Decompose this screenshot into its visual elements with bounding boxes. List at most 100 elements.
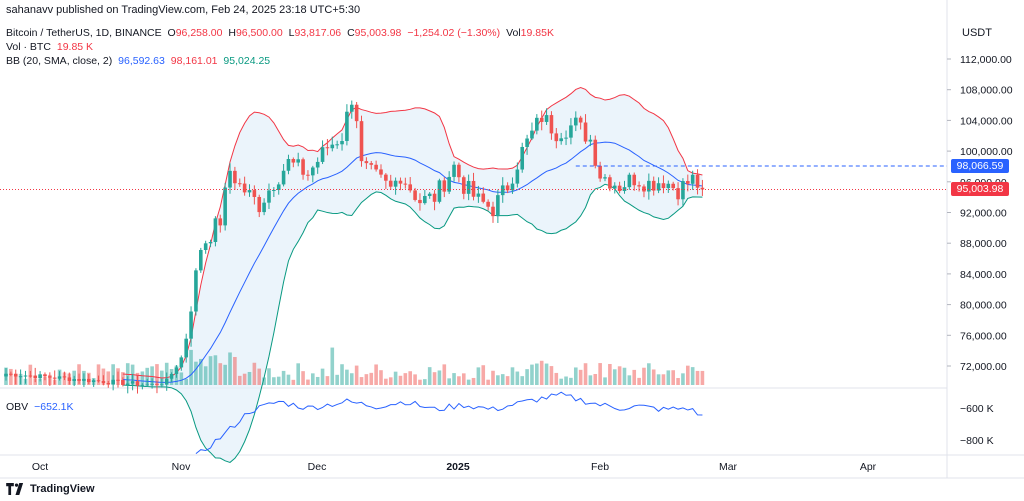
volume-bar <box>388 377 393 385</box>
tradingview-logo-icon <box>6 483 24 495</box>
candle-body <box>496 195 500 217</box>
volume-bar <box>106 371 111 385</box>
candle-body <box>38 374 42 379</box>
vol-label: Vol <box>506 27 521 39</box>
candle-body <box>48 376 52 378</box>
candle-body <box>525 138 529 147</box>
candle-body <box>515 169 520 184</box>
volume-bar <box>676 378 680 385</box>
volume-bar <box>272 377 276 385</box>
candle-body <box>267 190 271 203</box>
volume-bar <box>427 367 432 385</box>
volume-bar <box>452 373 456 385</box>
volume-bar <box>237 375 242 385</box>
candle-body <box>184 338 188 358</box>
candle-body <box>486 201 490 207</box>
volume-bar <box>690 367 695 385</box>
candle-body <box>544 115 549 122</box>
candle-body <box>569 125 573 138</box>
candle-body <box>145 384 150 386</box>
candle-body <box>442 180 447 192</box>
candle-body <box>671 183 675 189</box>
volume-bar <box>384 378 388 385</box>
volume-bar <box>476 367 481 385</box>
candle-body <box>57 376 62 379</box>
volume-bar <box>203 366 208 385</box>
candle-body <box>578 117 583 123</box>
candle-body <box>233 170 237 184</box>
candle-body <box>642 186 646 192</box>
candle-body <box>535 117 539 131</box>
volume-bar <box>96 364 101 385</box>
candle-body <box>651 180 656 191</box>
candle-body <box>452 164 456 177</box>
volume-bar <box>457 376 461 385</box>
volume-bar <box>573 367 578 385</box>
candle-body <box>598 165 602 179</box>
candle-body <box>194 270 198 312</box>
volume-bar <box>647 363 651 385</box>
candle-body <box>23 375 28 377</box>
candle-body <box>96 380 101 382</box>
candle-body <box>43 374 47 377</box>
symbol-legend: Bitcoin / TetherUS, 1D, BINANCE O96,258.… <box>6 27 557 39</box>
candle-body <box>111 379 115 385</box>
time-tick-label: Oct <box>32 461 48 473</box>
candle-body <box>311 167 315 176</box>
candle-body <box>306 174 310 176</box>
volume-bar <box>466 379 471 385</box>
volume-bar <box>423 379 427 385</box>
candle-body <box>359 121 364 162</box>
candle-body <box>101 381 106 384</box>
candle-body <box>593 139 598 166</box>
time-tick-label: 2025 <box>446 461 470 473</box>
candle-body <box>447 176 451 192</box>
volume-bar <box>535 363 539 385</box>
change-value: −1,254.02 (−1.30%) <box>407 27 501 39</box>
candle-body <box>116 379 120 381</box>
footer-brand[interactable]: TradingView <box>6 483 95 495</box>
volume-bar <box>461 373 466 385</box>
volume-bar <box>257 368 262 385</box>
time-tick-label: Nov <box>172 461 191 473</box>
volume-bar <box>695 370 700 385</box>
candle-body <box>583 122 588 142</box>
volume-bar <box>359 377 364 385</box>
candle-body <box>291 159 296 163</box>
candle-body <box>72 379 76 381</box>
volume-bar <box>242 373 247 385</box>
volume-bar <box>559 378 563 385</box>
candle-body <box>413 190 417 200</box>
candle-body <box>33 375 38 379</box>
volume-bar <box>349 373 354 385</box>
candle-body <box>13 373 18 377</box>
volume-bar <box>578 369 583 385</box>
volume-bar <box>184 378 188 385</box>
volume-bar <box>569 377 573 385</box>
volume-bar <box>320 368 325 385</box>
candle-body <box>82 378 86 381</box>
volume-bar <box>281 370 286 385</box>
candle-body <box>169 373 174 379</box>
volume-bar <box>651 369 656 385</box>
axis-unit: USDT <box>962 27 992 39</box>
candle-body <box>690 174 695 184</box>
volume-bar <box>403 373 408 385</box>
volume-bar <box>233 356 237 385</box>
volume-bar <box>510 367 515 385</box>
volume-bar <box>661 374 666 385</box>
volume-bar <box>301 371 305 385</box>
volume-bar <box>515 371 520 385</box>
time-tick-label: Dec <box>308 461 327 473</box>
volume-bar <box>369 372 374 385</box>
candle-body <box>520 146 525 170</box>
volume-bar <box>43 376 47 385</box>
candle-body <box>296 159 300 163</box>
volume-bar <box>612 369 617 385</box>
volume-bar <box>437 370 442 385</box>
candle-body <box>471 180 476 197</box>
volume-bar <box>393 371 398 385</box>
candle-body <box>77 379 81 381</box>
candle-body <box>276 184 281 190</box>
